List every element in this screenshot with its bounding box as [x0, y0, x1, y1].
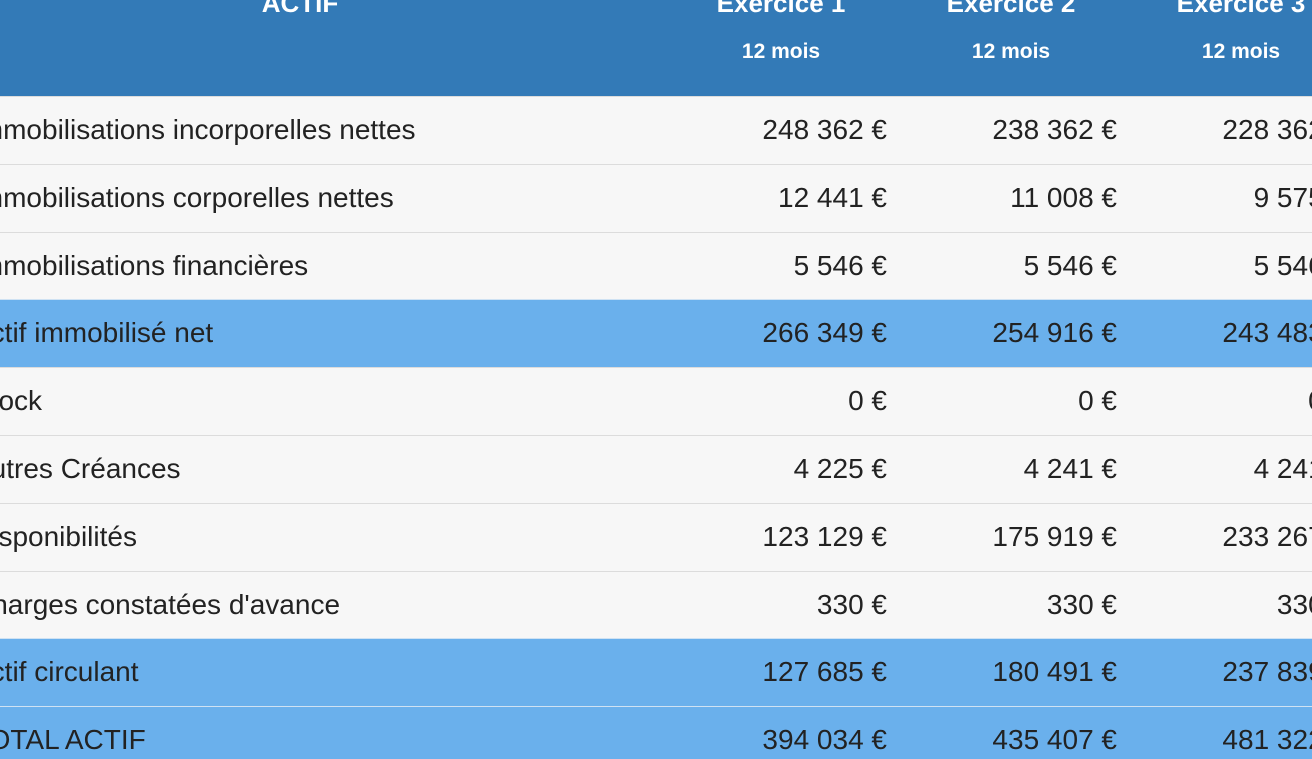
cell-value: 254 916 € — [992, 317, 1117, 349]
table-row: Charges constatées d'avance 330 € 330 € 330… — [0, 570, 1312, 639]
cell-value: 123 129 € — [762, 520, 887, 552]
cell-value: 12 441 € — [778, 181, 887, 213]
cell-value: 233 267 € — [1222, 520, 1312, 552]
table-row: Immobilisations financières 5 546 € 5 546 … — [0, 231, 1312, 300]
cell-value: 127 685 € — [762, 656, 887, 688]
cell-value: 0 € — [1126, 385, 1312, 417]
cell-value: 238 362 € — [992, 114, 1117, 145]
row-label: Immobilisations incorporelles nettes — [0, 114, 416, 145]
cell-value: 330 € — [816, 588, 887, 620]
column-name: Exercice 1 — [716, 0, 846, 18]
row-label: Autres Créances — [0, 453, 181, 484]
table-row: Actif circulant 127 685 € 180 491 € 237 839… — [0, 638, 1312, 707]
cell-value: 4 225 € — [793, 453, 887, 484]
cell-value: 175 919 € — [992, 520, 1117, 552]
row-label: Immobilisations corporelles nettes — [0, 181, 394, 213]
cell-value: 394 034 € — [762, 724, 887, 756]
table-row: Immobilisations incorporelles nettes 248 … — [0, 96, 1312, 164]
cell-value: 237 839 € — [1222, 656, 1312, 688]
column-period: 12 mois — [741, 40, 821, 63]
cell-value: 0 € — [848, 385, 887, 417]
cell-value: 435 407 € — [992, 724, 1117, 756]
cell-value: 4 241 € — [1023, 453, 1117, 484]
cell-value: 330 € — [1046, 588, 1117, 620]
column-name: Exercice 3 — [1176, 0, 1306, 18]
row-label: Disponibilités — [0, 520, 137, 552]
cell-value: 180 491 € — [992, 656, 1117, 688]
column-period: 12 mois — [971, 40, 1051, 63]
table-row: Immobilisations corporelles nettes 12 441… — [0, 163, 1312, 232]
cell-value: 330 € — [1276, 588, 1312, 620]
cell-value: 228 362 € — [1222, 114, 1312, 145]
row-label: Immobilisations financières — [0, 249, 309, 281]
column-period: 12 mois — [1201, 40, 1281, 63]
table-row: Autres Créances 4 225 € 4 241 € 4 241 € — [0, 435, 1312, 503]
header-title: ACTIF — [261, 0, 339, 18]
cell-value: 11 008 € — [1010, 181, 1117, 213]
table-row: Disponibilités 123 129 € 175 919 € 233 267 … — [0, 502, 1312, 571]
row-label: Actif circulant — [0, 656, 139, 688]
row-label: TOTAL ACTIF — [0, 724, 146, 756]
cell-value: 9 575 € — [1253, 181, 1312, 213]
row-label: Actif immobilisé net — [0, 317, 214, 349]
cell-value: 5 546 € — [1023, 249, 1117, 281]
row-label: Charges constatées d'avance — [0, 588, 341, 620]
table-header: ACTIF Exercice 1 12 mois Exercice 2 12 mois… — [0, 0, 1312, 96]
cell-value: 5 546 € — [793, 249, 887, 281]
table-row: Stock 0 € 0 € 0 € — [0, 367, 1312, 436]
column-name: Exercice 2 — [946, 0, 1076, 18]
table-row: Actif immobilisé net 266 349 € 254 916 € 24… — [0, 299, 1312, 368]
table-row: TOTAL ACTIF 394 034 € 435 407 € 481 322 € — [0, 706, 1312, 759]
cell-value: 0 € — [1078, 385, 1117, 417]
cell-value: 5 546 € — [1253, 249, 1312, 281]
cell-value: 266 349 € — [762, 317, 887, 349]
cell-value: 4 241 € — [1253, 453, 1312, 484]
cell-value: 243 483 € — [1222, 317, 1312, 349]
cell-value: 481 322 € — [1222, 724, 1312, 756]
row-label: Stock — [0, 385, 43, 417]
cell-value: 248 362 € — [762, 114, 887, 145]
